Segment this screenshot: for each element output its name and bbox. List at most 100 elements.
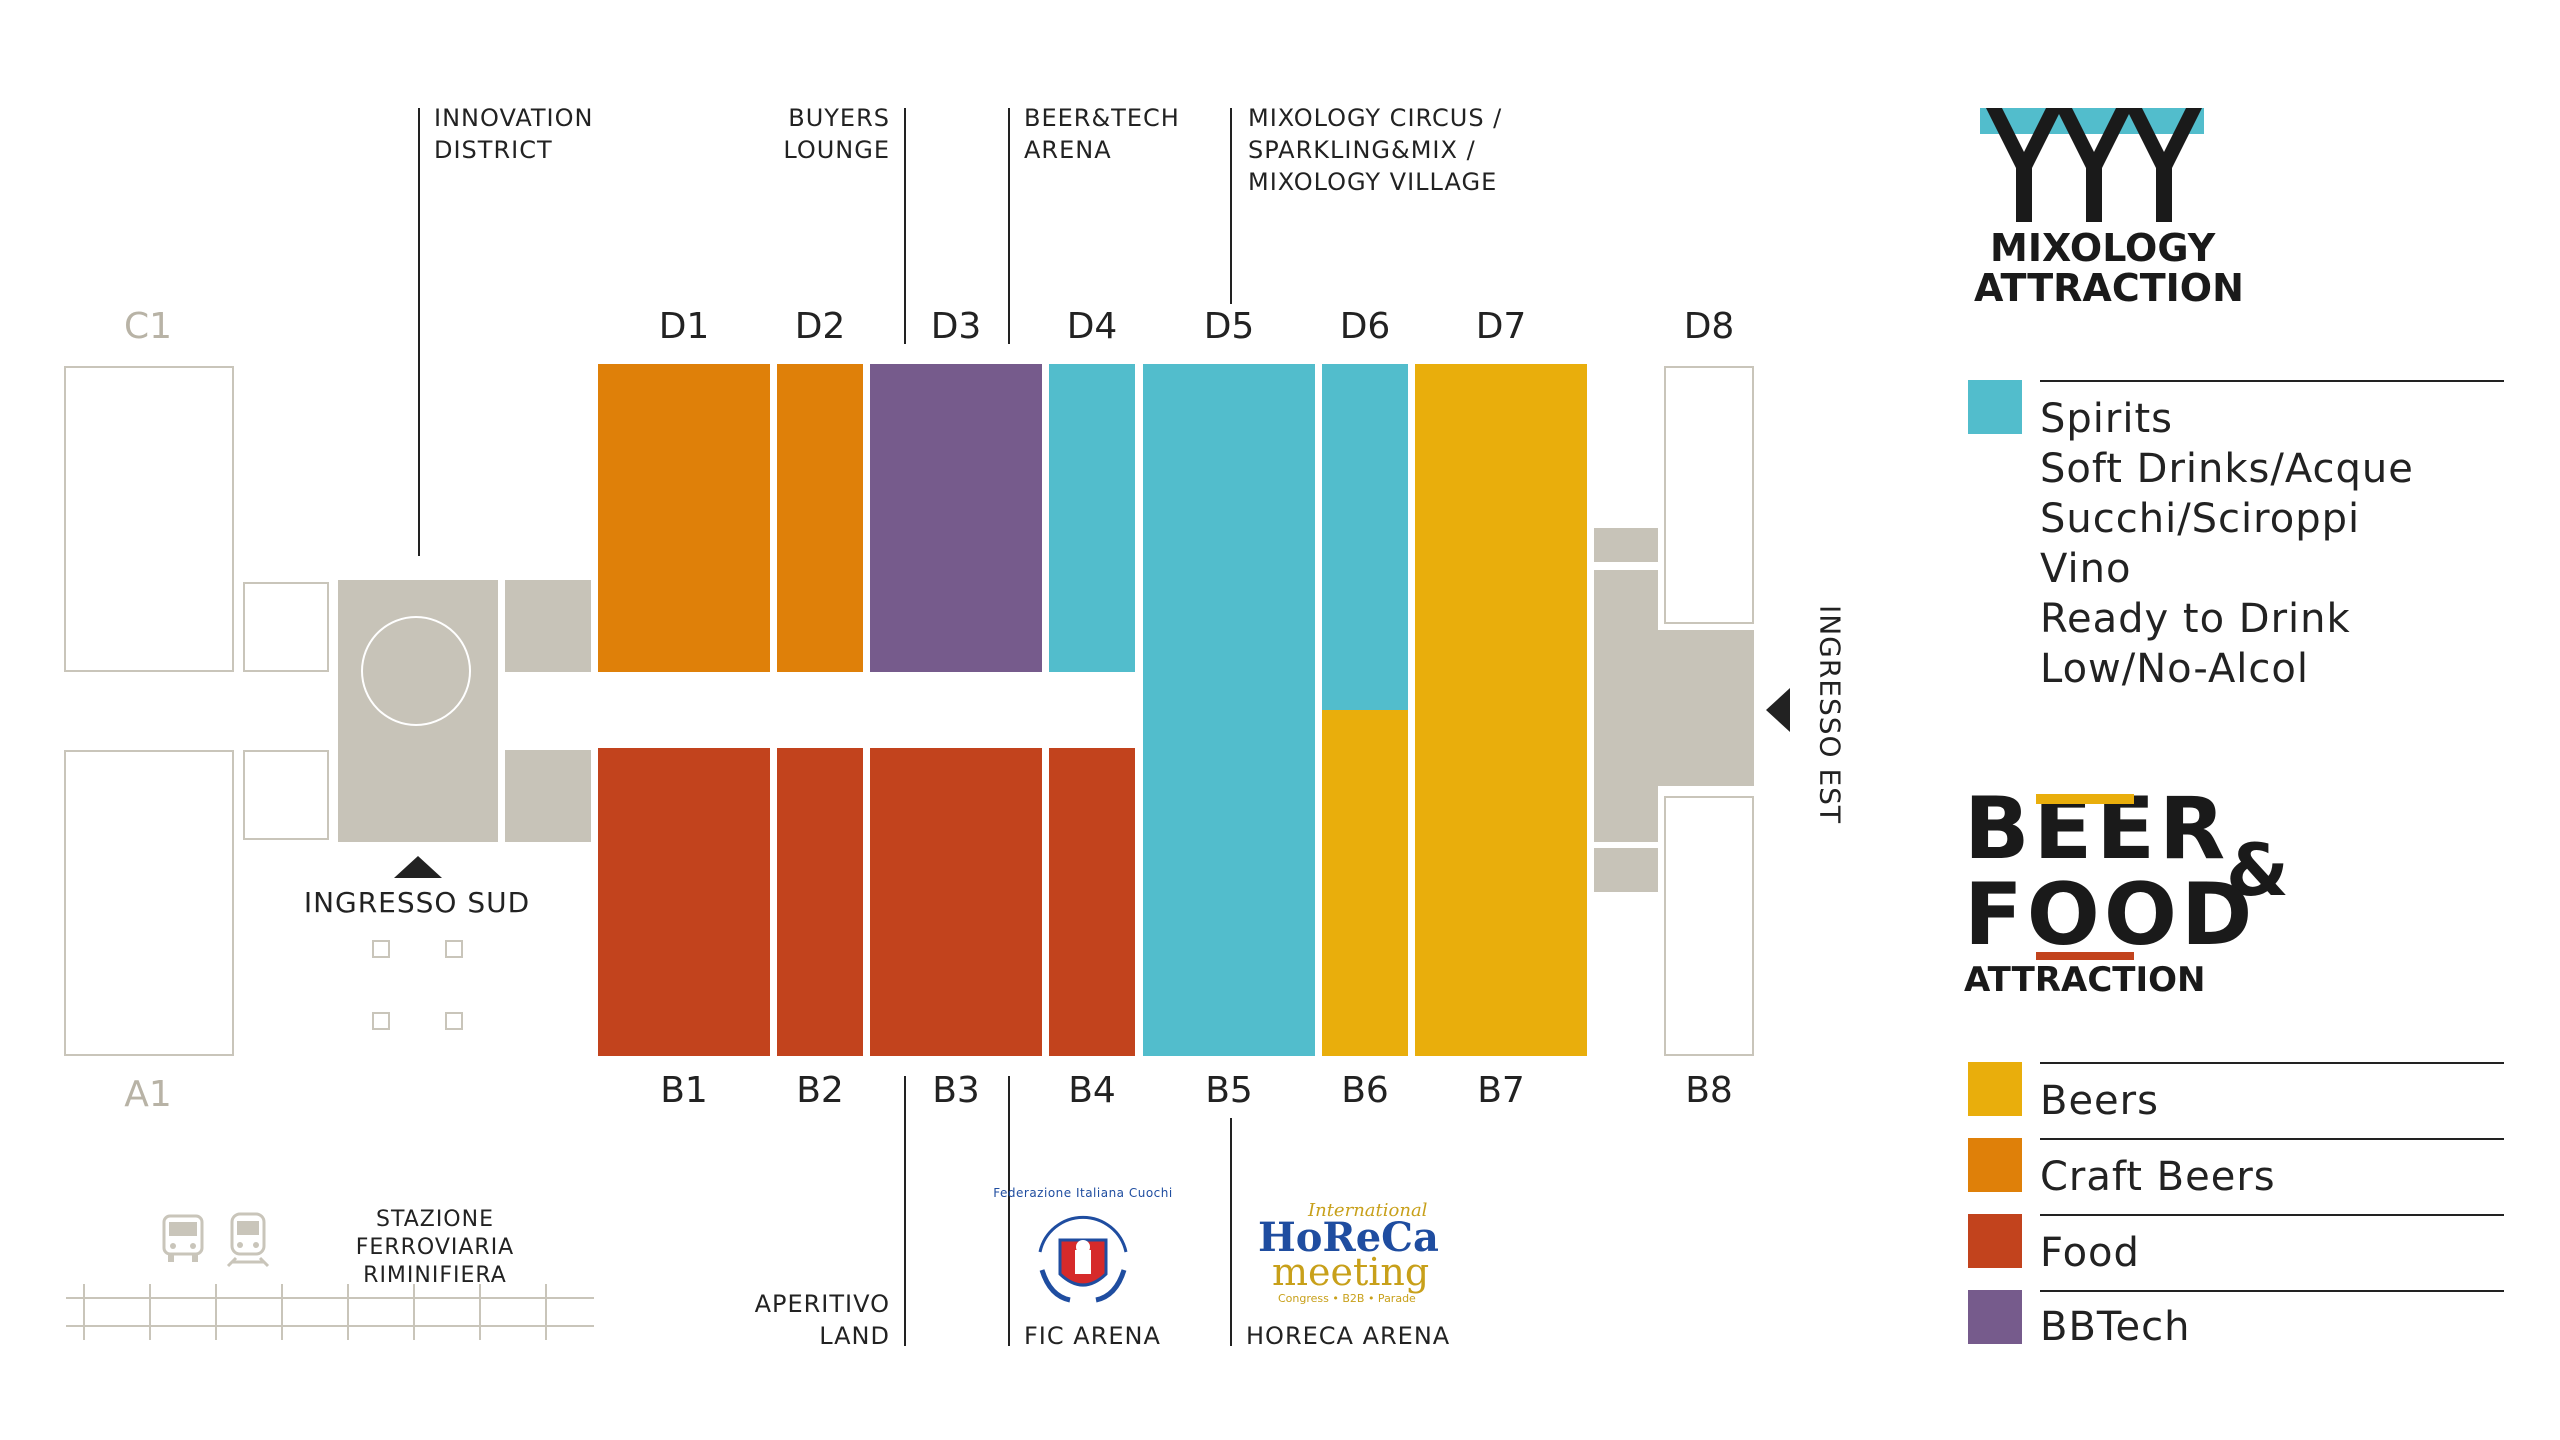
beerfood-logo-food: FOOD [1964, 865, 2257, 965]
hall-label-b5: B5 [1205, 1070, 1253, 1111]
legend-item-low-no: Low/No-Alcol [2040, 646, 2309, 692]
legend-item-beers: Beers [2040, 1078, 2159, 1124]
legend-item-succhi: Succhi/Sciroppi [2040, 496, 2361, 542]
legend-item-soft-drinks: Soft Drinks/Acque [2040, 446, 2414, 492]
ingresso-est-hall[interactable] [1658, 630, 1754, 786]
hall-d6[interactable] [1322, 364, 1408, 710]
horeca-logo: International HoReCa meeting Congress • … [1258, 1200, 1439, 1305]
hall-label-c1: C1 [123, 306, 173, 347]
callout-innovation: INNOVATION DISTRICT [434, 102, 593, 166]
hall-label-b6: B6 [1341, 1070, 1389, 1111]
mixology-logo: MIXOLOGY ATTRACTION [1974, 108, 2244, 308]
mixology-yyy-icon [1980, 108, 2204, 222]
est-connector-a [1594, 570, 1658, 842]
beerfood-legend-divider [2040, 1138, 2504, 1140]
hall-d1[interactable] [598, 364, 770, 672]
hall-label-b2: B2 [796, 1070, 844, 1111]
callout-mixology: MIXOLOGY CIRCUS / SPARKLING&MIX / MIXOLO… [1248, 102, 1502, 198]
legend-item-bbtech: BBTech [2040, 1304, 2191, 1350]
hall-d2[interactable] [777, 364, 863, 672]
callout-mixology-line: MIXOLOGY CIRCUS / [1248, 104, 1503, 132]
marker-square [445, 1012, 463, 1030]
legend-item-rtd: Ready to Drink [2040, 596, 2351, 642]
hall-label-d4: D4 [1066, 306, 1118, 347]
callout-innovation-line: DISTRICT [434, 136, 553, 164]
callout-mixology-line: SPARKLING&MIX / [1248, 136, 1476, 164]
callout-buyers: BUYERS LOUNGE [740, 102, 890, 166]
hall-c1[interactable] [64, 366, 234, 672]
beerfood-logo: BEER & FOOD ATTRACTION [1964, 784, 2304, 1000]
hall-d8[interactable] [1664, 366, 1754, 624]
callout-line-horeca [1230, 1118, 1232, 1346]
callout-mixology-line: MIXOLOGY VILLAGE [1248, 168, 1498, 196]
service-square-bottom [243, 750, 329, 840]
callout-line-buyers [904, 108, 906, 344]
spirits-icon [1968, 380, 2022, 434]
arrow-up-icon [394, 856, 442, 878]
fic-emblem-icon [1038, 1215, 1128, 1303]
hall-label-d1: D1 [658, 306, 710, 347]
callout-line-beertech [1008, 108, 1010, 344]
marker-square [372, 1012, 390, 1030]
horeca-sub: Congress • B2B • Parade [1278, 1292, 1416, 1305]
hall-d7-b7[interactable] [1415, 364, 1587, 1056]
mixology-logo-line2: ATTRACTION [1974, 266, 2244, 310]
hall-label-d6: D6 [1339, 306, 1391, 347]
callout-innovation-line: INNOVATION [434, 104, 594, 132]
hall-b4[interactable] [1049, 748, 1135, 1056]
station-label: STAZIONE FERROVIARIA RIMINIFIERA [300, 1206, 570, 1290]
mixology-legend-list: Spirits Soft Drinks/Acque Succhi/Sciropp… [2040, 394, 2414, 694]
horeca-line2: meeting [1272, 1250, 1430, 1294]
ingresso-sud-label: INGRESSO SUD [303, 886, 531, 919]
ingresso-est-label: INGRESSO EST [1813, 604, 1847, 825]
beerfood-accent-top [2036, 794, 2134, 804]
hall-b3[interactable] [870, 748, 1042, 1056]
callout-line-aperitivo [904, 1076, 906, 1346]
callout-aperitivo: APERITIVO LAND [740, 1288, 890, 1352]
callout-aperitivo-line: APERITIVO [754, 1290, 890, 1318]
callout-horeca: HORECA ARENA [1246, 1322, 1451, 1350]
hall-d4[interactable] [1049, 364, 1135, 672]
hall-label-b4: B4 [1068, 1070, 1116, 1111]
beerfood-logo-attraction: ATTRACTION [1964, 960, 2206, 1000]
mixology-logo-line1: MIXOLOGY [1990, 226, 2216, 270]
train-icon [224, 1212, 272, 1272]
station-label-line: RIMINIFIERA [363, 1263, 507, 1288]
hall-label-b7: B7 [1477, 1070, 1525, 1111]
marker-square [372, 940, 390, 958]
hall-label-b1: B1 [660, 1070, 708, 1111]
legend-item-craft-beers: Craft Beers [2040, 1154, 2276, 1200]
legend-item-food: Food [2040, 1230, 2140, 1276]
hall-d5-b5[interactable] [1143, 364, 1315, 1056]
hall-a1[interactable] [64, 750, 234, 1056]
callout-beertech: BEER&TECH ARENA [1024, 102, 1180, 166]
hall-b6[interactable] [1322, 710, 1408, 1056]
mixology-legend-divider [2040, 380, 2504, 382]
hall-b8[interactable] [1664, 796, 1754, 1056]
beerfood-logo-amp: & [2226, 828, 2289, 912]
horeca-international: International [1308, 1200, 1428, 1221]
circle-marker-icon [361, 616, 471, 726]
callout-line-fic [1008, 1076, 1010, 1346]
est-small-top [1594, 528, 1658, 562]
horeca-line1: HoReCa [1258, 1214, 1439, 1261]
fic-logo-text: Federazione Italiana Cuochi [993, 1186, 1173, 1200]
hall-label-b3: B3 [932, 1070, 980, 1111]
hall-b1[interactable] [598, 748, 770, 1056]
legend-item-spirits: Spirits [2040, 396, 2173, 442]
callout-buyers-line: LOUNGE [783, 136, 890, 164]
craft-beers-swatch [1968, 1138, 2022, 1192]
bus-icon [160, 1212, 206, 1268]
beerfood-legend-divider [2040, 1062, 2504, 1064]
station-label-line: STAZIONE FERROVIARIA [355, 1207, 515, 1260]
callout-aperitivo-line: LAND [819, 1322, 890, 1350]
fic-logo: Federazione Italiana Cuochi [993, 1186, 1172, 1318]
callout-beertech-line: ARENA [1024, 136, 1112, 164]
connector-bottom [505, 750, 591, 842]
hall-label-d3: D3 [930, 306, 982, 347]
hall-d3[interactable] [870, 364, 1042, 672]
service-square-top [243, 582, 329, 672]
callout-fic: FIC ARENA [1024, 1322, 1161, 1350]
callout-buyers-line: BUYERS [788, 104, 890, 132]
hall-b2[interactable] [777, 748, 863, 1056]
